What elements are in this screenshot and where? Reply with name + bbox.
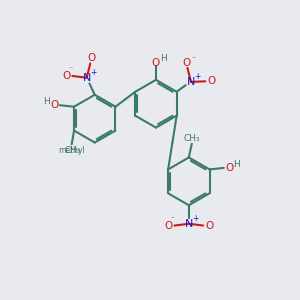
Text: O: O	[62, 71, 70, 81]
Text: O: O	[164, 220, 172, 230]
Text: +: +	[90, 68, 97, 77]
Text: ⁻: ⁻	[170, 214, 174, 223]
Text: H: H	[234, 160, 240, 169]
Text: ⁻: ⁻	[68, 64, 73, 73]
Text: N: N	[82, 73, 91, 83]
Text: O: O	[207, 76, 215, 86]
Text: CH₃: CH₃	[184, 134, 200, 142]
Text: +: +	[193, 214, 199, 223]
Text: O: O	[151, 58, 160, 68]
Text: H: H	[160, 54, 166, 63]
Text: O: O	[50, 100, 58, 110]
Text: +: +	[195, 72, 201, 81]
Text: ⁻: ⁻	[192, 54, 196, 63]
Text: O: O	[183, 58, 191, 68]
Text: H: H	[43, 97, 50, 106]
Text: N: N	[187, 77, 195, 87]
Text: O: O	[87, 53, 95, 63]
Text: methyl: methyl	[0, 299, 1, 300]
Text: N: N	[184, 219, 193, 229]
Text: O: O	[225, 163, 233, 173]
Text: O: O	[205, 220, 213, 230]
Text: methyl: methyl	[58, 146, 85, 154]
Text: CH₃: CH₃	[64, 146, 81, 154]
